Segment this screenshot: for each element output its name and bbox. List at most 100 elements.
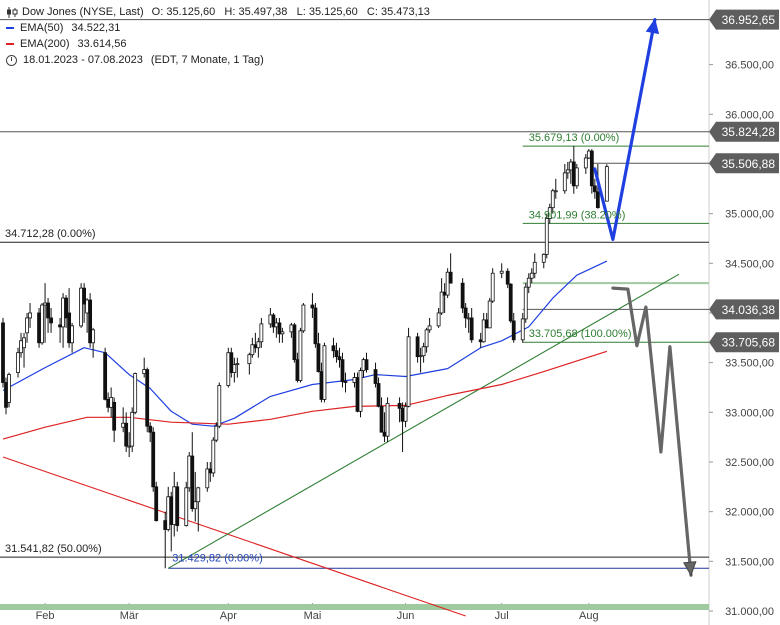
time-axis: Feb Mär Apr Mai Jun Jul Aug	[36, 603, 599, 622]
candle	[553, 178, 558, 199]
legend-ema200-row: EMA(200) 33.614,56	[6, 36, 430, 52]
candle-body	[382, 431, 387, 437]
candle	[478, 332, 483, 348]
candle	[58, 317, 62, 343]
candle	[442, 283, 447, 313]
y-tick-label: 33.500,00	[725, 358, 774, 370]
candle	[232, 357, 237, 383]
candle	[61, 293, 65, 348]
candle-body	[292, 324, 297, 361]
candle-body	[571, 161, 576, 187]
x-tick-label: Mär	[120, 610, 139, 622]
candle	[271, 312, 276, 333]
candle-body	[109, 397, 114, 408]
candle	[235, 357, 240, 378]
candle	[436, 308, 441, 328]
candlesticks	[1, 146, 609, 569]
candle	[190, 432, 195, 512]
candle-body	[67, 312, 71, 344]
candle-body	[568, 161, 573, 171]
candle-body	[301, 304, 306, 332]
candle	[196, 486, 201, 532]
candle-body	[46, 302, 50, 319]
candle-body	[166, 496, 171, 530]
candle	[148, 422, 153, 443]
candle-body	[106, 398, 111, 408]
candle	[505, 268, 510, 289]
level-label: 31.541,82 (50.00%)	[5, 543, 102, 555]
x-tick-label: Jul	[495, 610, 509, 622]
candle-body	[466, 317, 471, 320]
candle	[439, 278, 444, 315]
candle	[247, 352, 252, 375]
candle-body	[49, 317, 53, 324]
candle-body	[133, 373, 138, 413]
candle-body	[259, 323, 264, 343]
candle	[373, 362, 378, 388]
ema200-swatch-icon	[6, 43, 14, 45]
candle	[103, 347, 108, 401]
price-tag: 34.036,38	[709, 299, 779, 320]
fibonacci-level-label: 34.901,99 (38.20%)	[529, 209, 626, 221]
x-tick-label: Feb	[36, 610, 55, 622]
candle-body	[337, 356, 342, 361]
candle	[130, 407, 135, 453]
legend-ema200-label: EMA(200)	[20, 38, 70, 50]
candle-body	[148, 425, 153, 433]
candle	[289, 322, 294, 338]
candle	[49, 308, 53, 333]
y-tick-label: 36.500,00	[725, 60, 774, 72]
candle-body	[130, 411, 135, 447]
candle-body	[124, 422, 129, 447]
candlestick-icon	[6, 6, 18, 18]
candle-body	[562, 172, 567, 192]
candle	[37, 308, 41, 348]
candle	[487, 298, 492, 329]
candle-body	[40, 304, 44, 344]
candle	[364, 352, 369, 373]
candle	[214, 422, 219, 443]
candle	[22, 332, 26, 368]
candle-body	[508, 283, 513, 322]
candle	[298, 327, 303, 383]
candle-body	[436, 312, 441, 327]
candle	[28, 303, 32, 328]
candle	[292, 322, 297, 363]
candle	[484, 312, 489, 329]
candle-body	[37, 312, 41, 344]
candle-body	[547, 207, 552, 219]
candle	[331, 337, 336, 358]
candle-body	[151, 431, 156, 488]
candle-body	[64, 297, 68, 319]
candle-body	[25, 317, 29, 334]
candle-body	[397, 402, 402, 409]
price-tag: 33.705,68	[709, 332, 779, 353]
y-tick-label: 31.000,00	[725, 606, 774, 618]
candle-body	[595, 191, 600, 209]
candle-body	[229, 352, 234, 373]
candle-body	[550, 190, 555, 209]
horizontal-levels	[0, 19, 709, 611]
candle-body	[526, 277, 531, 288]
legend-ema200-value: 33.614,56	[77, 38, 127, 50]
price-tag-bg	[709, 332, 779, 353]
candle-body	[484, 319, 489, 329]
candle	[70, 322, 74, 353]
candle	[4, 377, 8, 415]
candle-body	[379, 405, 384, 433]
legend-instrument: Dow Jones (NYSE, Last)	[22, 6, 144, 18]
candle-body	[268, 314, 273, 325]
candle-body	[355, 377, 360, 412]
price-tag-label: 34.036,38	[722, 303, 776, 317]
price-tag: 36.952,65	[709, 9, 779, 30]
trendlines	[2, 273, 680, 617]
candle	[466, 312, 471, 333]
candle-body	[352, 377, 357, 383]
candle	[250, 337, 255, 358]
candle	[193, 471, 198, 522]
candle-body	[91, 329, 96, 344]
candle-body	[205, 468, 210, 489]
candle	[301, 303, 306, 333]
candle	[7, 372, 11, 408]
